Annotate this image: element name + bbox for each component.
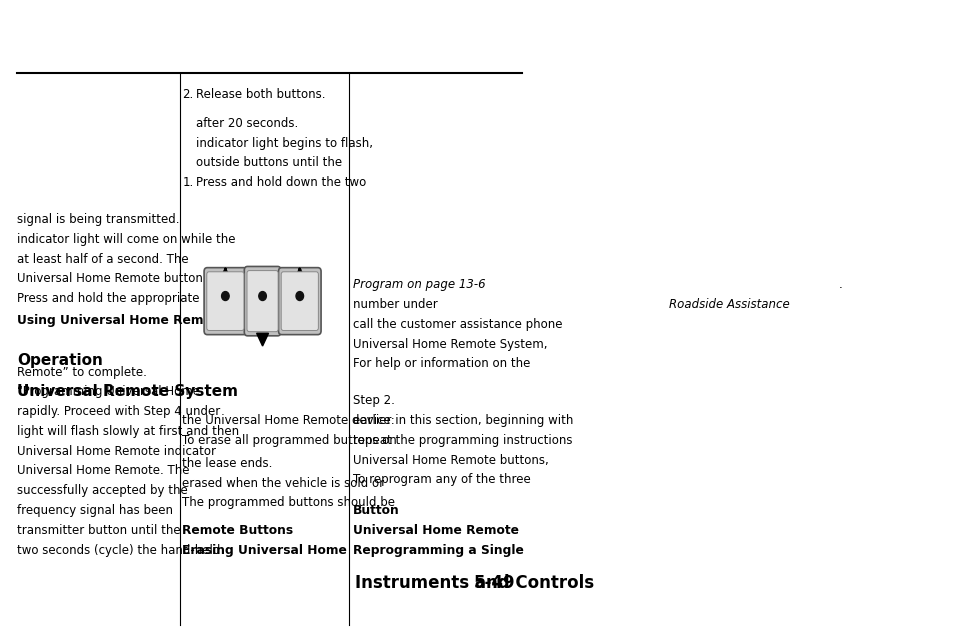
FancyBboxPatch shape [204,268,247,334]
Text: indicator light will come on while the: indicator light will come on while the [17,233,235,246]
FancyBboxPatch shape [247,271,278,332]
Text: “Programming Universal Home: “Programming Universal Home [17,385,200,398]
Text: Erasing Universal Home: Erasing Universal Home [182,544,347,556]
Text: Step 2.: Step 2. [353,394,395,407]
Text: call the customer assistance phone: call the customer assistance phone [353,318,562,330]
Text: Universal Home Remote. The: Universal Home Remote. The [17,464,190,477]
Text: To erase all programmed buttons on: To erase all programmed buttons on [182,434,396,447]
Text: Universal Home Remote indicator: Universal Home Remote indicator [17,445,216,457]
Text: repeat the programming instructions: repeat the programming instructions [353,434,572,447]
Text: To reprogram any of the three: To reprogram any of the three [353,473,531,486]
Text: Universal Home Remote button for: Universal Home Remote button for [17,272,223,285]
Text: Program on page 13-6: Program on page 13-6 [353,278,485,291]
Text: 2.: 2. [182,88,193,101]
Text: Button: Button [353,504,399,517]
Text: two seconds (cycle) the hand-held: two seconds (cycle) the hand-held [17,544,220,556]
Text: Operation: Operation [17,353,103,369]
Text: Release both buttons.: Release both buttons. [196,88,325,101]
Text: The programmed buttons should be: The programmed buttons should be [182,496,395,509]
Text: earlier in this section, beginning with: earlier in this section, beginning with [353,414,573,427]
Text: transmitter button until the: transmitter button until the [17,524,181,537]
FancyBboxPatch shape [207,272,244,330]
Text: 5-49: 5-49 [473,574,515,592]
Text: outside buttons until the: outside buttons until the [196,156,342,169]
Text: Press and hold the appropriate: Press and hold the appropriate [17,292,199,305]
Text: Using Universal Home Remote: Using Universal Home Remote [17,314,226,327]
Circle shape [295,292,303,300]
Polygon shape [256,333,268,346]
Text: .: . [838,278,841,291]
Text: Universal Home Remote buttons,: Universal Home Remote buttons, [353,454,548,466]
Text: Roadside Assistance: Roadside Assistance [668,298,789,311]
Text: signal is being transmitted.: signal is being transmitted. [17,213,179,226]
Text: frequency signal has been: frequency signal has been [17,504,173,517]
Text: Remote Buttons: Remote Buttons [182,524,294,537]
Text: at least half of a second. The: at least half of a second. The [17,253,189,265]
Text: rapidly. Proceed with Step 4 under: rapidly. Proceed with Step 4 under [17,405,220,418]
Text: successfully accepted by the: successfully accepted by the [17,484,188,497]
Text: the lease ends.: the lease ends. [182,457,273,470]
FancyBboxPatch shape [244,267,280,336]
Text: light will flash slowly at first and then: light will flash slowly at first and the… [17,425,239,438]
Text: For help or information on the: For help or information on the [353,357,530,370]
Text: Universal Home Remote System,: Universal Home Remote System, [353,338,547,350]
Text: after 20 seconds.: after 20 seconds. [196,117,298,130]
Circle shape [258,292,266,300]
Text: Remote” to complete.: Remote” to complete. [17,366,147,378]
Text: erased when the vehicle is sold or: erased when the vehicle is sold or [182,477,384,489]
Text: Press and hold down the two: Press and hold down the two [196,176,366,189]
Text: 1.: 1. [182,176,193,189]
Text: the Universal Home Remote device:: the Universal Home Remote device: [182,414,395,427]
Circle shape [221,292,229,300]
Text: indicator light begins to flash,: indicator light begins to flash, [196,137,373,149]
Text: Universal Home Remote: Universal Home Remote [353,524,518,537]
FancyBboxPatch shape [278,268,321,334]
Text: Instruments and Controls: Instruments and Controls [355,574,594,592]
Text: Universal Remote System: Universal Remote System [17,384,238,399]
FancyBboxPatch shape [281,272,318,330]
Text: Reprogramming a Single: Reprogramming a Single [353,544,523,556]
Text: number under: number under [353,298,441,311]
